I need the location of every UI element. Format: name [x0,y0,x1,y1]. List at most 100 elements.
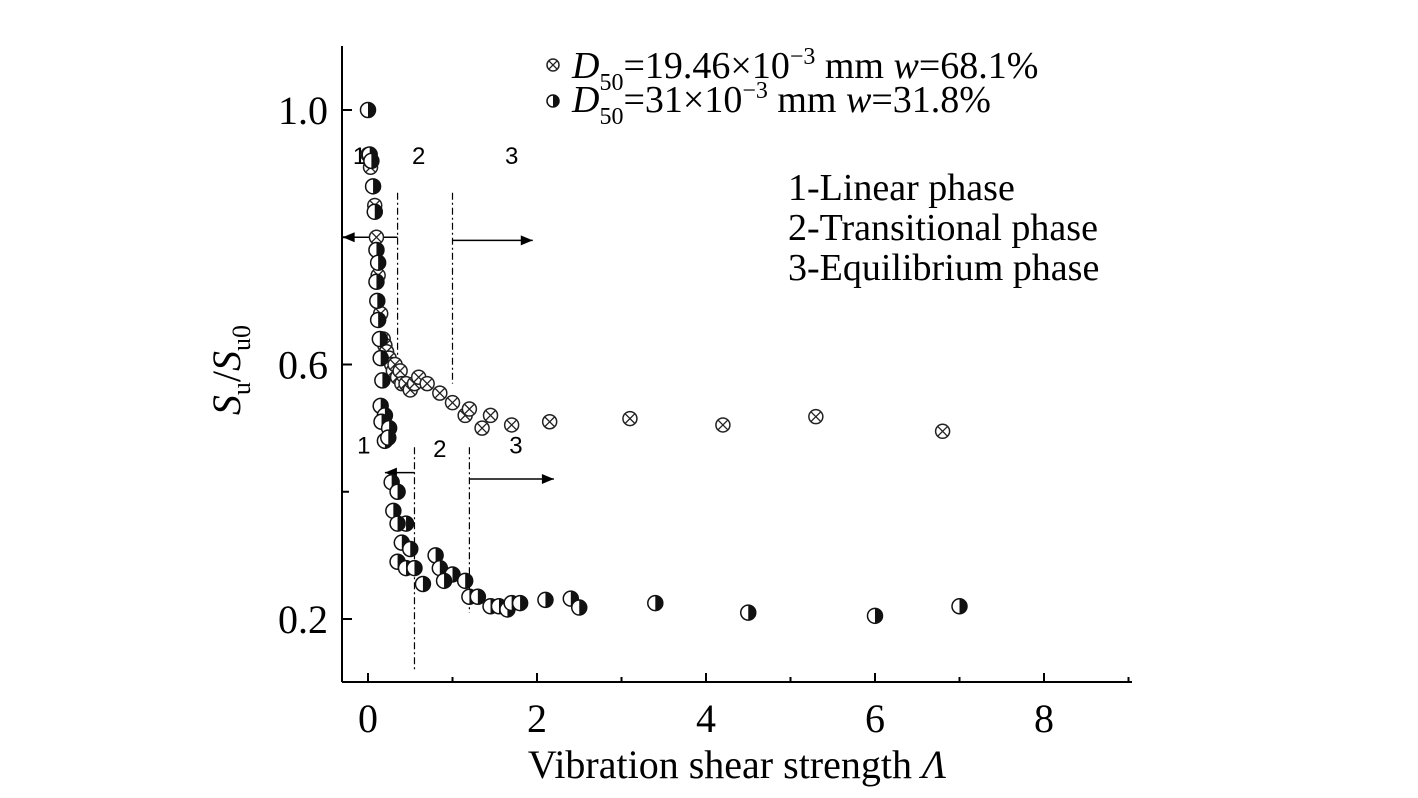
marker-cross [389,359,401,370]
data-point [866,607,884,625]
marker-fill [579,600,587,616]
data-point [369,311,387,329]
data-point [461,401,478,417]
x-axis-label: Vibration shear strength Λ [528,742,946,787]
marker-fill [378,255,386,271]
data-point [389,483,406,500]
marker-fill [388,430,396,446]
data-points [359,101,968,625]
data-point [456,572,474,590]
data-point [647,594,664,612]
data-point [541,414,558,430]
marker-fill [477,589,486,605]
marker-fill [875,608,883,624]
marker-cross [371,231,382,243]
marker-fill [545,592,553,608]
marker-fill [368,102,376,118]
data-point [359,101,377,119]
y-tick-label: 1.0 [278,88,328,133]
data-point [371,330,389,348]
data-point [402,540,419,558]
data-point [366,203,384,221]
phase-label: 3 [505,143,518,170]
x-tick-label: 4 [696,696,716,741]
marker-cross [464,403,475,415]
legend-marker-crossed-circle [546,58,560,72]
marker-fill [465,573,473,589]
marker-fill [553,95,559,107]
marker-cross [485,410,496,421]
x-tick-label: 2 [527,696,547,741]
data-point [427,547,444,564]
marker-fill [378,312,386,328]
marker-fill [414,560,422,576]
marker-cross [506,419,518,431]
legend-marker-half-filled-circle [546,94,560,108]
marker-cross [810,411,822,423]
marker-cross [447,397,458,409]
x-tick-label: 0 [358,696,378,741]
data-point [951,598,968,615]
data-point [368,273,385,291]
y-tick-label: 0.2 [278,597,328,642]
marker-cross [421,378,433,389]
marker-fill [435,547,444,563]
marker-fill [377,293,385,309]
marker-fill [371,153,379,169]
data-point [363,152,380,170]
phase-legend-equilibrium: 3-Equilibrium phase [788,247,1099,289]
marker-fill [397,484,406,500]
x-tick-label: 8 [1034,696,1054,741]
data-point [482,407,499,424]
phase-legend: 1-Linear phase 2-Transitional phase 3-Eq… [788,167,1099,289]
data-point [808,408,824,425]
phase-label: 1 [357,433,370,460]
data-point [372,349,389,367]
phase-label: 3 [509,433,522,460]
data-point [406,559,423,577]
marker-fill [397,516,406,532]
marker-fill [655,595,663,611]
legend-entry-2: D50=31×10−3 mm w=31.8% [571,78,991,130]
phase-arrow-head [520,235,533,246]
marker-fill [373,178,381,194]
phase-legend-linear: 1-Linear phase [788,167,1015,209]
phase-arrow-head [342,232,355,243]
marker-fill [382,372,390,388]
marker-fill [379,331,388,347]
legend-marker [546,94,560,108]
marker-cross [544,416,556,428]
legend-entry-1: D50=19.46×10−3 mm w=68.1% [571,44,1038,96]
data-point [511,594,529,612]
data-point [474,420,490,436]
marker-fill [376,274,384,290]
marker-fill [520,595,528,611]
y-axis-label: Su/Su0 [204,325,256,415]
legend-marker [546,58,560,72]
data-point [537,591,554,609]
y-tick-label: 0.6 [278,343,328,388]
data-point [740,604,757,621]
marker-fill [444,573,452,589]
marker-fill [376,242,384,258]
marker-cross [548,60,558,70]
phase-label: 2 [412,143,425,170]
marker-fill [374,204,383,220]
data-point [571,599,588,616]
marker-fill [393,503,401,519]
marker-fill [406,516,414,532]
data-point [380,429,397,446]
marker-cross [434,387,446,399]
data-point [435,572,453,590]
marker-cross [476,422,488,434]
data-point [419,375,435,392]
marker-fill [959,598,968,614]
marker-cross [413,371,425,383]
data-point [469,588,487,605]
marker-fill [380,350,389,366]
phase-arrow-head [541,474,554,485]
data-point [389,515,406,532]
marker-cross [624,413,636,424]
marker-cross [937,425,948,437]
